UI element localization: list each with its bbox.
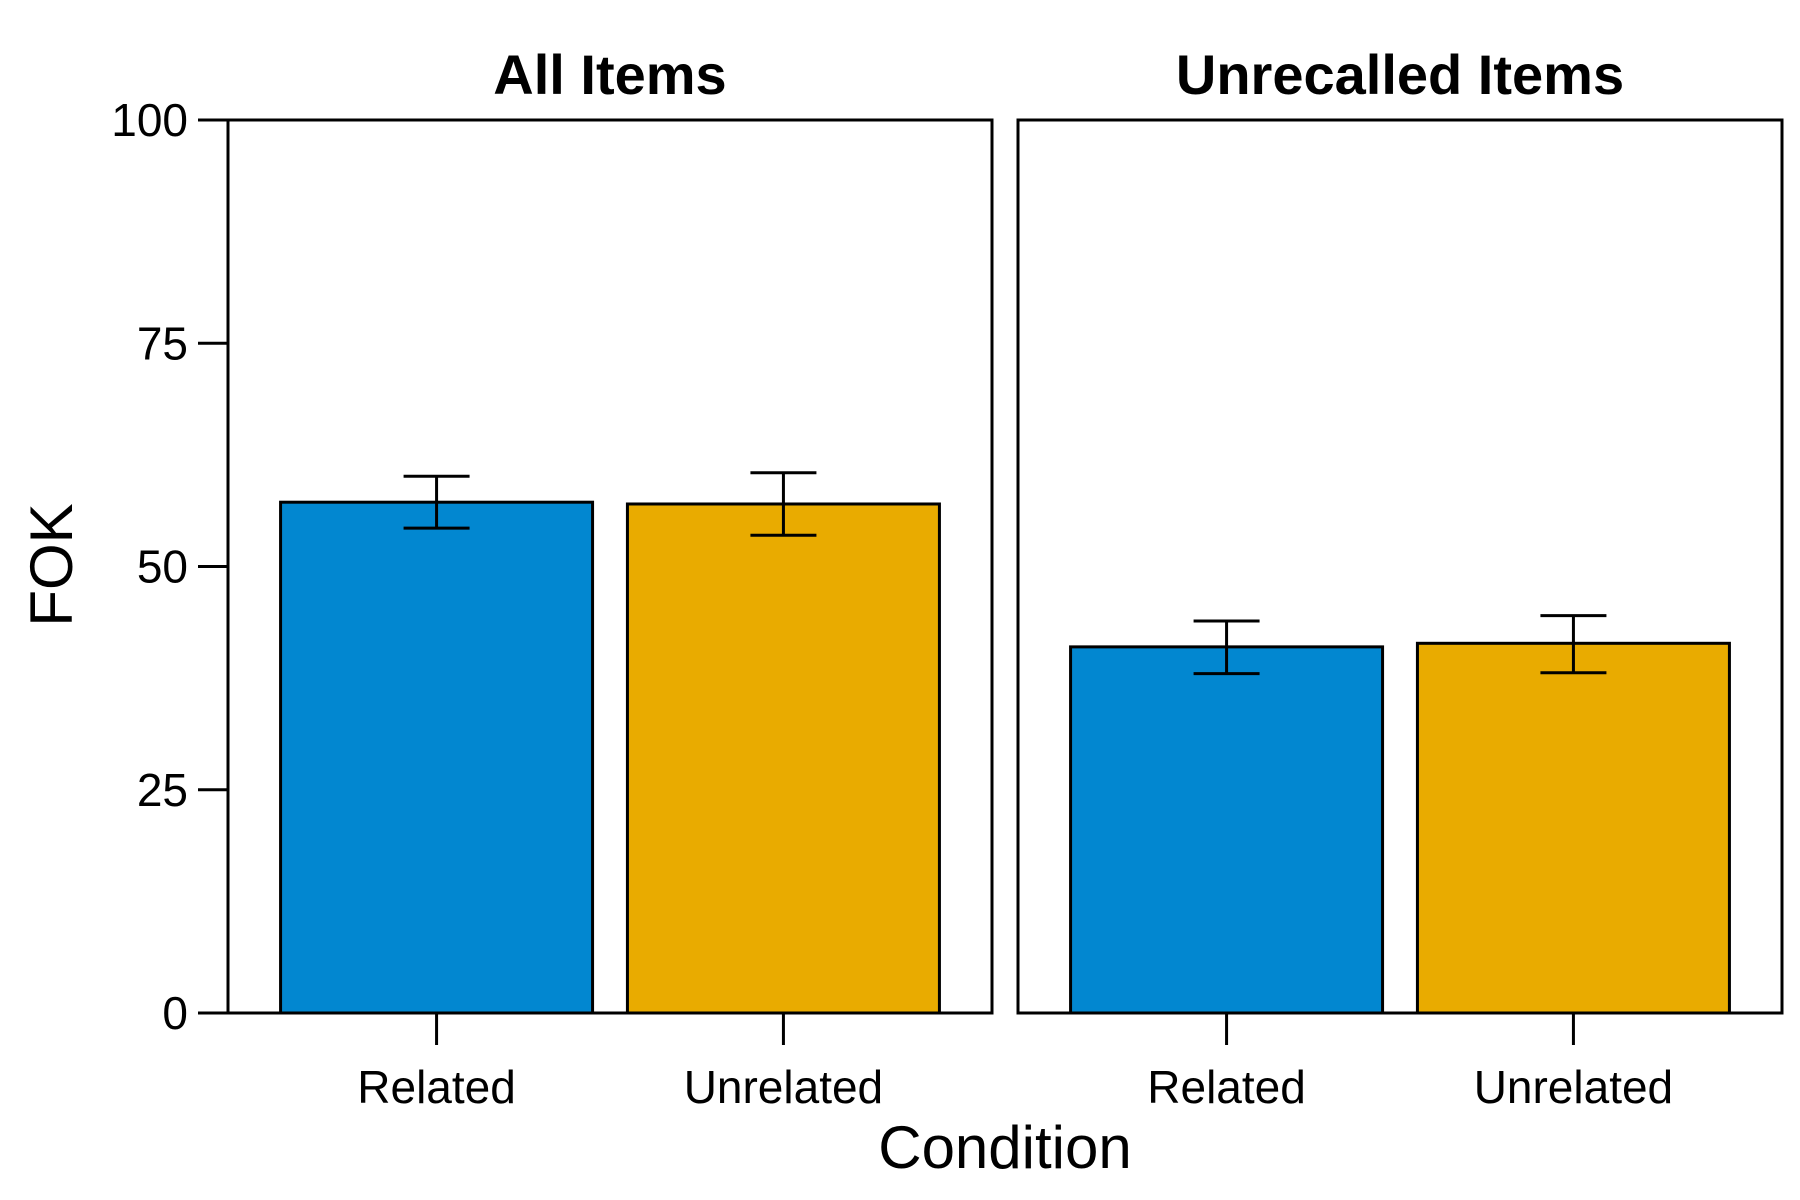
y-axis: 0 25 50 75 100 — [111, 94, 230, 1039]
bar-unrelated — [625, 502, 941, 1015]
panel-title: All Items — [493, 43, 726, 106]
x-axis-title: Condition — [878, 1114, 1132, 1181]
panel-0: All Items Related Unrelated — [226, 43, 994, 1113]
panel-frame — [1016, 118, 1784, 1015]
y-axis-title: FOK — [18, 503, 85, 626]
error-bar-related — [1193, 619, 1260, 676]
y-tick-label-100: 100 — [111, 94, 188, 146]
bar-related — [279, 500, 595, 1015]
error-bar-unrelated — [750, 471, 817, 537]
bar-related — [1069, 645, 1385, 1015]
x-tick-label-related: Related — [357, 1061, 516, 1113]
panel-frame — [226, 118, 994, 1015]
y-tick-label-50: 50 — [137, 541, 188, 593]
x-tick-label-unrelated: Unrelated — [684, 1061, 883, 1113]
x-tick-label-related: Related — [1147, 1061, 1306, 1113]
panel-title: Unrecalled Items — [1176, 43, 1624, 106]
x-tick-label-unrelated: Unrelated — [1474, 1061, 1673, 1113]
y-tick-label-0: 0 — [162, 987, 188, 1039]
bar-unrelated — [1415, 641, 1731, 1015]
y-tick-label-25: 25 — [137, 764, 188, 816]
error-bar-related — [403, 474, 470, 530]
error-bar-unrelated — [1540, 614, 1607, 675]
panel-1: Unrecalled Items Related Unrelated — [1016, 43, 1784, 1113]
y-tick-label-75: 75 — [137, 317, 188, 369]
